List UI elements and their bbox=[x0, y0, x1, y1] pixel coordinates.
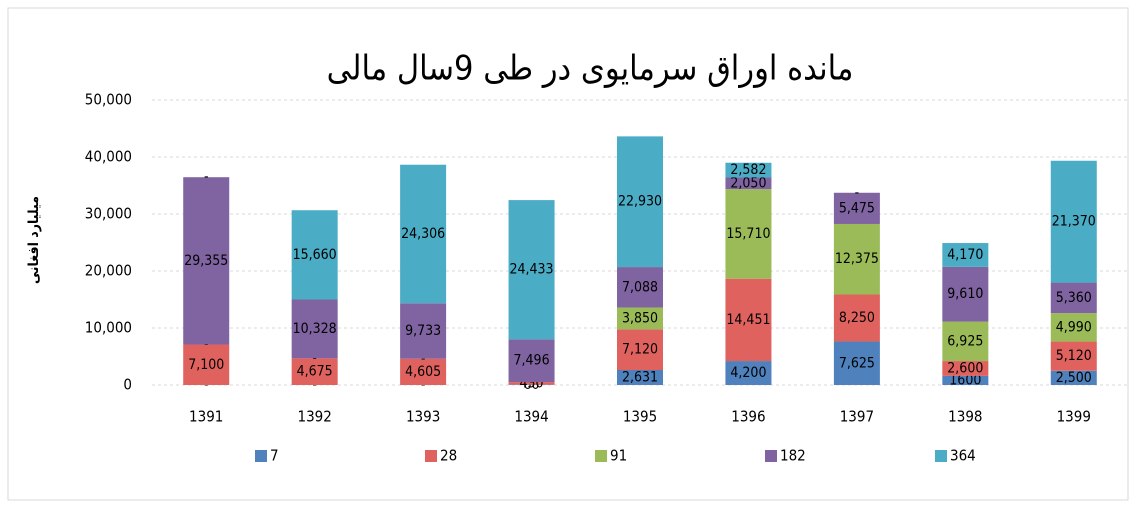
value-label: 24,306 bbox=[401, 226, 445, 242]
value-label: 22,930 bbox=[618, 194, 662, 210]
bar-segment bbox=[1050, 160, 1097, 283]
value-label: 5,360 bbox=[1056, 290, 1092, 306]
value-label: 21,370 bbox=[1052, 214, 1096, 230]
value-label: 4,990 bbox=[1056, 319, 1092, 335]
value-label: 3,850 bbox=[622, 310, 658, 326]
value-label: 24,433 bbox=[510, 262, 554, 278]
legend-swatch bbox=[935, 450, 947, 462]
bar-segment bbox=[725, 361, 772, 385]
bar-segment bbox=[400, 164, 447, 304]
value-label: 6,925 bbox=[947, 333, 983, 349]
legend-label: 91 bbox=[610, 447, 627, 465]
value-label: 5,475 bbox=[839, 200, 875, 216]
bar-segment bbox=[833, 223, 880, 295]
bar-segment bbox=[1050, 341, 1097, 371]
value-label: - bbox=[204, 169, 209, 185]
legend-swatch bbox=[595, 450, 607, 462]
x-tick-label: 1393 bbox=[406, 408, 440, 426]
bar-segment bbox=[833, 192, 880, 224]
bar-segment bbox=[617, 370, 663, 385]
y-tick-label: 30,000 bbox=[85, 205, 132, 223]
legend-label: 7 bbox=[270, 447, 279, 465]
y-tick-label: 40,000 bbox=[85, 148, 132, 166]
value-label: 2,600 bbox=[947, 360, 983, 376]
value-label: 1600 bbox=[949, 372, 981, 388]
bar-segment bbox=[617, 267, 663, 308]
bar-segment bbox=[617, 329, 663, 371]
bar-segment bbox=[291, 299, 338, 359]
value-label: 15,660 bbox=[293, 247, 337, 263]
value-label: 15,710 bbox=[726, 226, 770, 242]
bar-segment bbox=[942, 375, 989, 385]
bar-segment bbox=[1050, 370, 1097, 385]
x-tick-label: 1395 bbox=[623, 408, 657, 426]
value-label: 5,120 bbox=[1056, 348, 1092, 364]
bar-segment bbox=[291, 358, 338, 385]
bar-segment bbox=[617, 307, 663, 330]
value-label: 29,355 bbox=[184, 253, 228, 269]
value-label: 4,170 bbox=[947, 247, 983, 263]
value-label: 7,100 bbox=[188, 357, 224, 373]
bar-segment bbox=[508, 200, 555, 340]
legend-label: 364 bbox=[950, 447, 976, 465]
bar-segment bbox=[291, 210, 338, 300]
bar-segment bbox=[725, 177, 772, 190]
bar-segment bbox=[725, 189, 772, 279]
value-label: 2,500 bbox=[1056, 370, 1092, 386]
value-label: 7,625 bbox=[839, 355, 875, 371]
bar-segment bbox=[183, 344, 230, 385]
legend-label: 182 bbox=[780, 447, 806, 465]
bar-segment bbox=[617, 136, 663, 268]
bar-segment bbox=[833, 294, 880, 342]
y-tick-label: 0 bbox=[123, 376, 132, 394]
x-tick-label: 1391 bbox=[189, 408, 223, 426]
value-label: 4,605 bbox=[405, 364, 441, 380]
bar-segment bbox=[183, 177, 230, 345]
value-label: 8,250 bbox=[839, 310, 875, 326]
x-tick-label: 1397 bbox=[840, 408, 874, 426]
legend-swatch bbox=[425, 450, 437, 462]
value-label: 12,375 bbox=[835, 251, 879, 267]
chart-title: مانده اوراق سرمایوی در طی 9سال مالی bbox=[327, 49, 854, 89]
legend-label: 28 bbox=[440, 447, 457, 465]
bar-segment bbox=[942, 321, 989, 362]
y-axis-label: میلیارد افغانی bbox=[26, 196, 42, 284]
bar-segment bbox=[508, 382, 555, 385]
value-label: 7,120 bbox=[622, 342, 658, 358]
value-label: 7,496 bbox=[514, 353, 550, 369]
bar-segment bbox=[1050, 282, 1097, 314]
x-tick-label: 1394 bbox=[514, 408, 548, 426]
value-label: 4,200 bbox=[730, 365, 766, 381]
value-label: 9,610 bbox=[947, 286, 983, 302]
value-label: 2,050 bbox=[730, 175, 766, 191]
y-tick-label: 50,000 bbox=[85, 91, 132, 109]
value-label: 2,631 bbox=[622, 370, 658, 386]
bar-segment bbox=[400, 303, 447, 359]
x-tick-label: 1392 bbox=[297, 408, 331, 426]
bar-segment bbox=[833, 341, 880, 385]
x-tick-label: 1396 bbox=[731, 408, 765, 426]
bar-segment bbox=[942, 243, 989, 267]
bar-segment bbox=[942, 266, 989, 322]
x-tick-label: 1398 bbox=[948, 408, 982, 426]
value-label: 7,088 bbox=[622, 279, 658, 295]
value-label: 9,733 bbox=[405, 323, 441, 339]
value-label: 14,451 bbox=[726, 312, 770, 328]
bar-segment bbox=[942, 361, 989, 376]
x-tick-label: 1399 bbox=[1057, 408, 1091, 426]
value-label: 10,328 bbox=[293, 321, 337, 337]
bar-segment bbox=[508, 339, 555, 383]
bar-segment bbox=[400, 358, 447, 385]
bar-segment bbox=[725, 162, 772, 178]
legend-swatch bbox=[765, 450, 777, 462]
y-tick-label: 10,000 bbox=[85, 319, 132, 337]
legend-swatch bbox=[255, 450, 267, 462]
y-tick-label: 20,000 bbox=[85, 262, 132, 280]
bar-segment bbox=[1050, 313, 1097, 342]
value-label: - bbox=[855, 185, 860, 201]
bar-segment bbox=[725, 278, 772, 362]
value-label: 2,582 bbox=[730, 162, 766, 178]
value-label: 4,675 bbox=[297, 364, 333, 380]
